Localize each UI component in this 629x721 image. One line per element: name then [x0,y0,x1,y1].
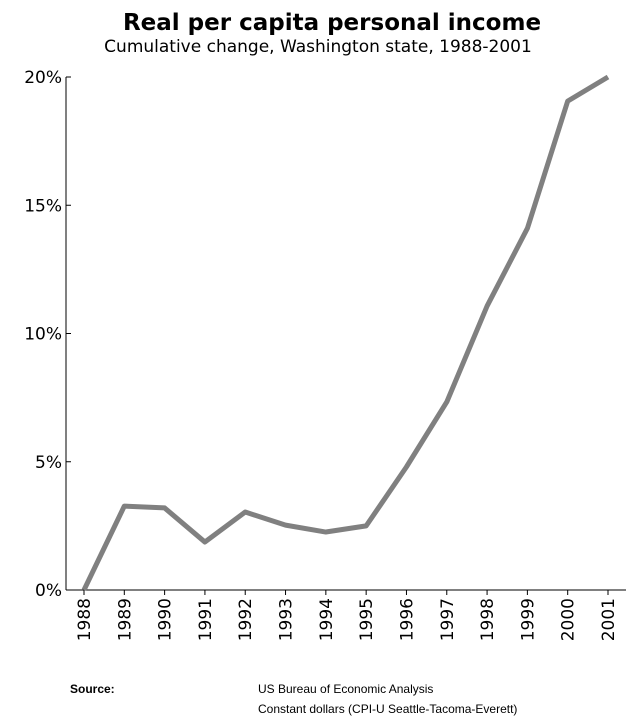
x-tick-label: 2001 [599,598,619,641]
chart-title: Real per capita personal income [123,10,541,36]
x-tick-label: 1999 [518,598,538,641]
x-tick-label: 1992 [236,598,256,641]
x-tick-label: 1989 [115,598,135,641]
x-tick-label: 1990 [156,598,176,641]
x-tick-label: 1996 [397,598,417,641]
x-tick-label: 1997 [438,598,458,641]
x-tick-label: 1993 [277,598,297,641]
y-tick-label: 5% [35,453,62,473]
x-tick-label: 2000 [559,598,579,641]
x-tick-label: 1995 [357,598,377,641]
chart-subtitle: Cumulative change, Washington state, 198… [104,37,532,57]
y-tick-label: 20% [24,68,62,88]
data-line [81,74,610,592]
y-tick-label: 0% [35,581,62,601]
x-tick-label: 1998 [478,598,498,641]
x-tick-label: 1991 [196,598,216,641]
source-line: Constant dollars (CPI-U Seattle-Tacoma-E… [258,702,517,716]
y-tick-label: 15% [24,196,62,216]
x-tick-label: 1988 [75,598,95,641]
x-tick-label: 1994 [317,598,337,641]
source-line: US Bureau of Economic Analysis [258,682,433,696]
y-tick-label: 10% [24,325,62,345]
source-label: Source: [70,682,115,696]
